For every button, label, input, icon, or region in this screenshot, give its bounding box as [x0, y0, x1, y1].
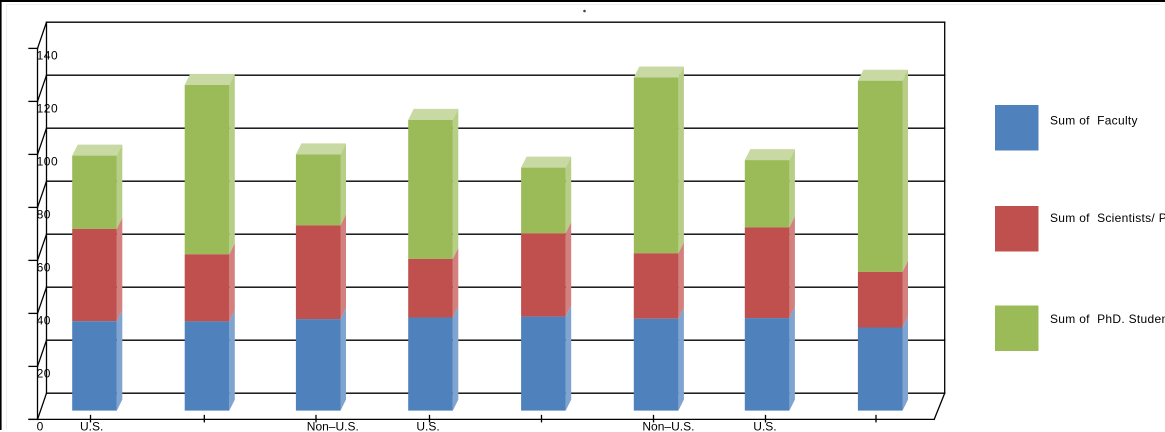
svg-text:Sum of Faculty: Sum of Faculty [1050, 114, 1138, 128]
svg-text:100: 100 [37, 154, 59, 168]
svg-text:Sum of Scientists/ Postdocs: Sum of Scientists/ Postdocs [1050, 211, 1165, 225]
svg-text:Non–U.S.: Non–U.S. [642, 420, 694, 432]
svg-text:80: 80 [37, 207, 51, 221]
svg-text:0: 0 [37, 419, 44, 432]
svg-text:120: 120 [37, 101, 59, 115]
svg-text:U.S.: U.S. [753, 420, 776, 432]
svg-text:20: 20 [37, 366, 51, 380]
svg-text:U.S.: U.S. [416, 420, 439, 432]
svg-text:60: 60 [37, 260, 51, 274]
svg-text:U.S.: U.S. [80, 420, 103, 432]
svg-text:Non–U.S.: Non–U.S. [307, 420, 359, 432]
svg-text:40: 40 [37, 313, 51, 327]
svg-text:Sum of PhD. Students: Sum of PhD. Students [1050, 312, 1165, 326]
svg-text:140: 140 [37, 48, 59, 62]
